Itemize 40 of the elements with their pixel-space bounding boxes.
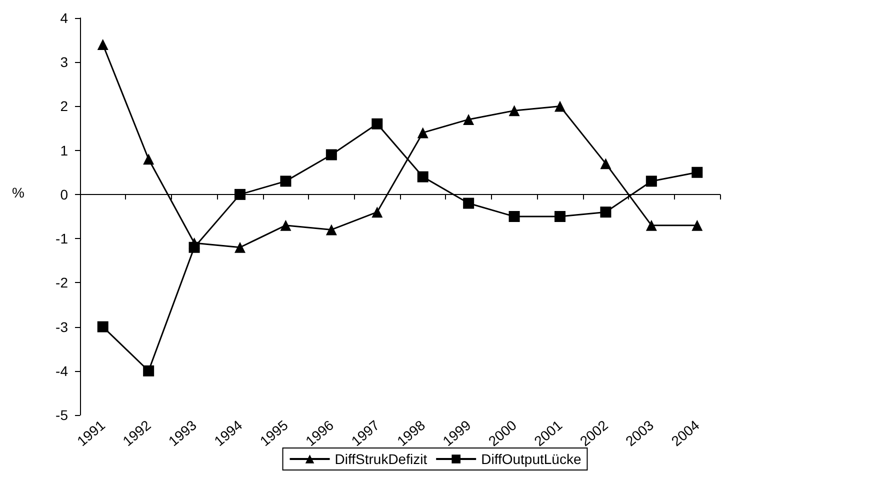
point bbox=[554, 211, 566, 222]
point bbox=[692, 220, 703, 231]
y-tick-label: 4 bbox=[60, 10, 68, 26]
y-axis-title: % bbox=[12, 184, 24, 200]
legend-label: DiffStrukDefizit bbox=[334, 451, 428, 467]
point bbox=[143, 365, 154, 376]
y-tick-label: -3 bbox=[56, 318, 68, 335]
point bbox=[143, 154, 154, 165]
y-tick-label: -2 bbox=[56, 274, 68, 291]
y-tick-label: 2 bbox=[60, 98, 68, 114]
point bbox=[372, 118, 383, 130]
point bbox=[234, 242, 246, 253]
y-tick-label: 3 bbox=[60, 54, 68, 70]
point bbox=[326, 149, 337, 160]
point bbox=[188, 242, 200, 253]
y-tick-label: 1 bbox=[60, 142, 68, 158]
point bbox=[554, 100, 566, 112]
point bbox=[280, 220, 292, 231]
y-tick-label: -5 bbox=[56, 407, 68, 423]
point bbox=[280, 176, 292, 187]
point bbox=[600, 158, 612, 170]
point bbox=[234, 188, 246, 200]
point bbox=[97, 321, 108, 332]
y-tick-label: 0 bbox=[60, 186, 68, 202]
y-tick-label: -4 bbox=[56, 362, 68, 379]
point bbox=[600, 206, 612, 218]
y-tick-label: -1 bbox=[56, 230, 68, 247]
point bbox=[463, 114, 474, 125]
point bbox=[463, 198, 474, 209]
point bbox=[692, 166, 703, 178]
point bbox=[372, 206, 383, 218]
point bbox=[646, 220, 657, 231]
point bbox=[646, 176, 657, 187]
point bbox=[508, 211, 520, 222]
point bbox=[417, 171, 428, 182]
point bbox=[417, 127, 428, 138]
point bbox=[508, 105, 520, 116]
point bbox=[97, 38, 108, 50]
point bbox=[326, 224, 337, 236]
legend-label: DiffOutputLücke bbox=[481, 451, 582, 467]
